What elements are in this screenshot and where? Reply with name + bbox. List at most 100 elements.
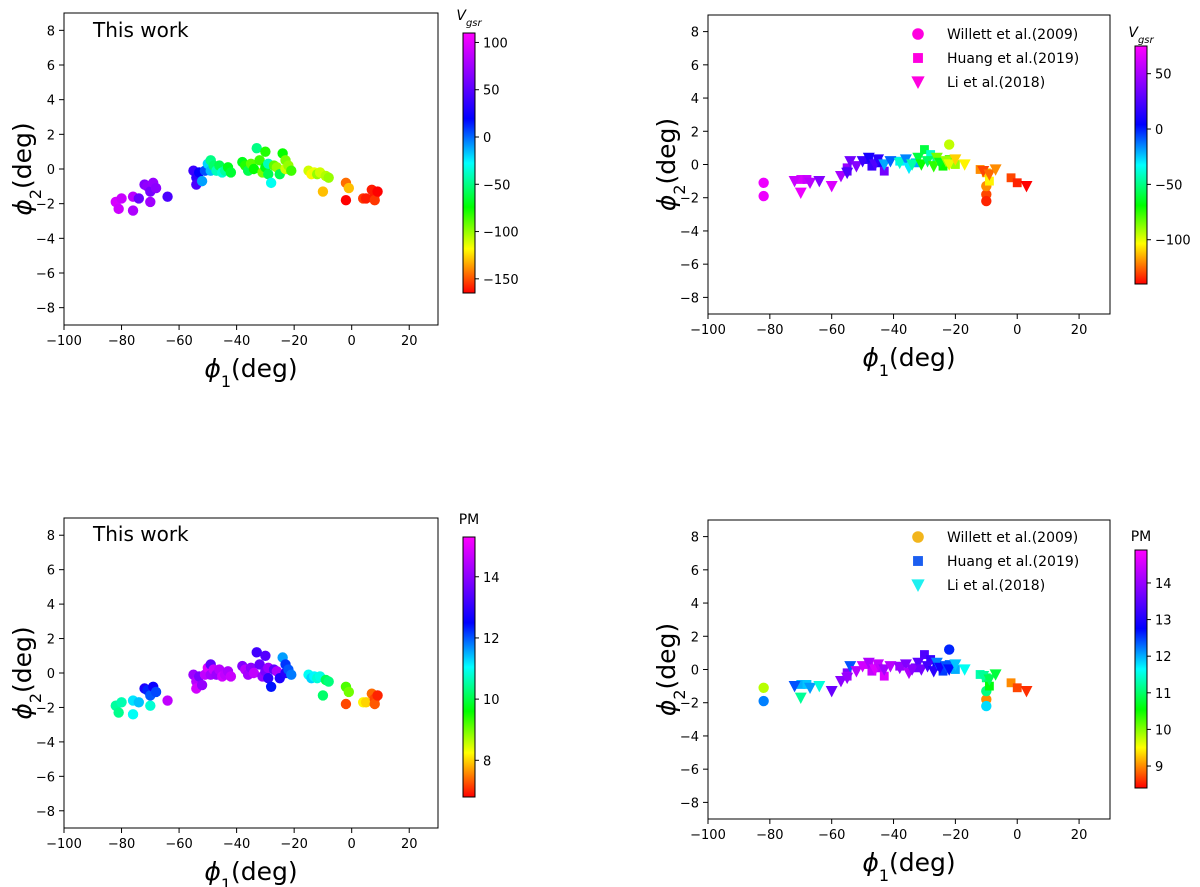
- data-point: [977, 166, 990, 178]
- y-tick-label: 4: [691, 597, 699, 612]
- colorbar-tick-label: 12: [1155, 650, 1172, 665]
- data-point: [225, 167, 237, 178]
- data-point: [926, 150, 936, 159]
- data-point: [844, 661, 857, 673]
- colorbar-tick-label: −50: [1155, 178, 1182, 193]
- y-tick-label: −6: [36, 267, 55, 282]
- data-point: [360, 193, 372, 204]
- y-tick-label: −6: [680, 763, 699, 778]
- y-tick-label: 2: [691, 630, 699, 645]
- y-tick-label: 8: [691, 531, 699, 546]
- data-point: [196, 175, 208, 187]
- y-axis-label: ϕ2(deg): [652, 118, 689, 211]
- data-point: [758, 190, 769, 202]
- data-point: [251, 143, 262, 154]
- data-point: [915, 664, 928, 676]
- data-point: [758, 177, 769, 188]
- colorbar-title: PM: [459, 512, 480, 528]
- panel-top-right: −100 −80 −60 −40 −20 0 20−8−6−4−202468ϕ1(deg)ϕ…: [652, 14, 1191, 380]
- data-point: [943, 664, 956, 676]
- y-tick-label: 6: [691, 564, 699, 579]
- colorbar-tick-label: 50: [1155, 68, 1172, 83]
- data-point: [116, 193, 127, 204]
- data-point: [1020, 686, 1033, 698]
- data-point: [263, 672, 274, 684]
- data-point: [981, 700, 992, 712]
- y-tick-label: −4: [680, 730, 699, 745]
- data-point: [162, 695, 173, 706]
- data-point: [796, 680, 806, 689]
- data-point: [878, 664, 891, 676]
- data-point: [984, 681, 994, 691]
- data-point: [372, 690, 383, 701]
- y-tick-label: −8: [680, 796, 699, 811]
- data-point: [926, 655, 936, 664]
- data-point: [949, 659, 962, 671]
- colorbar-tick-label: 11: [1155, 687, 1172, 702]
- data-point: [944, 644, 955, 655]
- colorbar-tick-label: 0: [483, 131, 491, 146]
- panel-top-left: −100 −80 −60 −40 −20 0 20−8−6−4−202468ϕ1(deg)ϕ…: [8, 8, 519, 391]
- x-axis-label: ϕ1(deg): [204, 857, 297, 887]
- legend-label: Li et al.(2018): [947, 578, 1045, 594]
- data-point: [944, 139, 955, 150]
- data-point: [265, 177, 277, 189]
- data-point: [254, 155, 265, 166]
- data-point: [794, 692, 807, 705]
- data-point: [867, 161, 877, 171]
- data-point: [150, 686, 162, 698]
- colorbar-tick-label: 8: [483, 754, 491, 769]
- data-point: [938, 161, 948, 171]
- data-point: [899, 154, 912, 166]
- y-tick-label: 2: [47, 633, 55, 648]
- data-point: [834, 171, 847, 183]
- x-tick-label: −80: [108, 334, 135, 349]
- x-tick-label: 0: [1013, 828, 1021, 843]
- y-tick-label: −2: [36, 198, 55, 213]
- legend-label: Li et al.(2018): [947, 75, 1045, 91]
- data-point: [893, 662, 906, 675]
- data-point: [804, 682, 817, 695]
- data-point: [813, 176, 826, 188]
- x-tick-label: −100: [46, 334, 82, 349]
- data-point: [893, 157, 906, 170]
- y-tick-label: 2: [691, 125, 699, 140]
- data-point: [915, 159, 928, 171]
- x-tick-label: 20: [1071, 828, 1088, 843]
- data-point: [862, 657, 875, 670]
- panel-bottom-right: −100 −80 −60 −40 −20 0 20−8−6−4−202468ϕ1(deg)ϕ…: [652, 519, 1172, 885]
- y-tick-label: 6: [47, 564, 55, 579]
- x-tick-label: −80: [756, 323, 783, 338]
- x-axis-label: ϕ1(deg): [204, 354, 297, 391]
- x-tick-label: −60: [818, 828, 845, 843]
- data-point: [360, 697, 372, 708]
- data-point: [984, 176, 994, 186]
- data-point: [921, 156, 934, 168]
- data-point: [788, 681, 801, 693]
- y-tick-label: −2: [36, 701, 55, 716]
- legend-marker: [912, 28, 924, 40]
- colorbar-tick-label: 50: [483, 84, 500, 99]
- x-tick-label: −20: [942, 323, 969, 338]
- data-point: [884, 661, 897, 673]
- data-point: [150, 182, 162, 194]
- y-tick-label: 8: [47, 24, 55, 39]
- y-tick-label: −4: [36, 232, 55, 247]
- data-point: [133, 697, 144, 708]
- y-tick-label: 2: [47, 128, 55, 143]
- x-tick-label: −40: [223, 334, 250, 349]
- data-point: [912, 657, 925, 670]
- colorbar-tick-label: 0: [1155, 123, 1163, 138]
- data-point: [879, 671, 889, 681]
- colorbar: [462, 32, 476, 294]
- colorbar-tick-label: −150: [483, 273, 519, 288]
- data-point: [920, 145, 929, 154]
- colorbar-tick-label: 13: [1155, 614, 1172, 629]
- x-tick-label: −60: [165, 334, 192, 349]
- y-tick-label: −6: [36, 770, 55, 785]
- colorbar-tick-label: 14: [483, 571, 500, 586]
- y-tick-label: −8: [680, 291, 699, 306]
- x-tick-label: 0: [1013, 323, 1021, 338]
- colorbar: [462, 536, 476, 798]
- data-point: [834, 676, 847, 688]
